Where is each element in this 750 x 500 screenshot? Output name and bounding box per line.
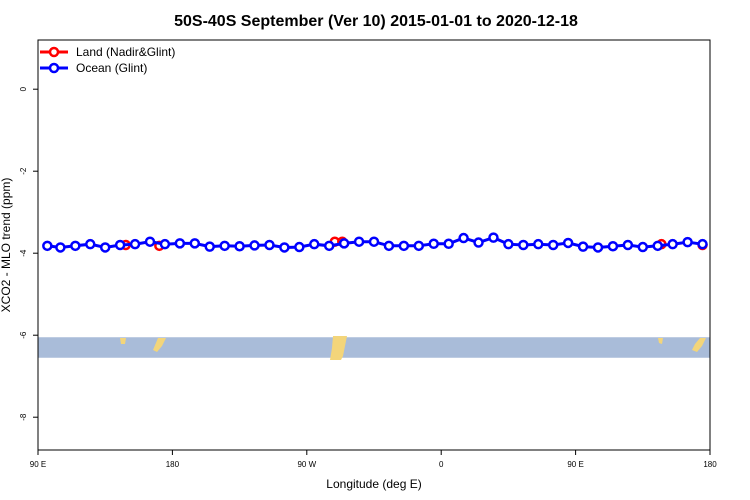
- data-point: [159, 238, 171, 250]
- data-point: [428, 238, 439, 250]
- data-point: [219, 240, 230, 252]
- data-point: [323, 240, 335, 252]
- map-band: [38, 336, 710, 360]
- data-point: [488, 232, 499, 243]
- data-point: [503, 238, 514, 250]
- data-point: [592, 242, 604, 253]
- data-point: [518, 239, 529, 251]
- data-point: [234, 240, 245, 252]
- data-point: [637, 241, 649, 253]
- data-point: [562, 237, 574, 249]
- series-ocean: [42, 232, 708, 253]
- data-point: [85, 238, 96, 250]
- legend: Land (Nadir&Glint) Ocean (Glint): [40, 45, 175, 75]
- ocean-band: [38, 337, 710, 358]
- x-tick-label: 90 W: [297, 460, 316, 469]
- data-point: [114, 239, 126, 251]
- land-shape: [330, 336, 347, 360]
- data-point: [189, 238, 201, 249]
- land-shape: [692, 338, 706, 352]
- data-point: [577, 241, 589, 252]
- x-axis-label: Longitude (deg E): [326, 477, 421, 491]
- chart-title: 50S-40S September (Ver 10) 2015-01-01 to…: [174, 13, 578, 30]
- data-point: [204, 241, 215, 252]
- data-point: [129, 238, 141, 250]
- data-point: [667, 238, 678, 250]
- data-point: [249, 240, 260, 251]
- x-tick-label: 90 E: [567, 460, 583, 469]
- data-point: [697, 238, 708, 250]
- data-point: [398, 240, 410, 252]
- x-tick-label: 90 E: [30, 460, 46, 469]
- y-tick-label: -4: [19, 249, 28, 257]
- data-point: [42, 240, 53, 252]
- data-point: [473, 237, 484, 248]
- data-point: [682, 236, 693, 248]
- data-point: [607, 240, 619, 252]
- data-point: [174, 238, 186, 249]
- x-tick-label: 180: [703, 460, 717, 469]
- x-tick-label: 180: [166, 460, 180, 469]
- legend-ocean-label: Ocean (Glint): [76, 61, 147, 75]
- data-point: [309, 238, 320, 250]
- data-point: [55, 242, 66, 253]
- data-point: [99, 242, 111, 253]
- data-point: [144, 236, 156, 247]
- data-point: [338, 238, 350, 249]
- y-tick-label: -8: [19, 413, 28, 421]
- data-point: [533, 238, 544, 250]
- data-point: [279, 242, 290, 253]
- data-point: [294, 241, 305, 253]
- data-point: [383, 240, 395, 252]
- data-point: [652, 240, 663, 252]
- data-point: [547, 239, 559, 251]
- series-layer: [42, 232, 708, 253]
- legend-ocean-marker: [48, 62, 60, 74]
- land-shape: [120, 338, 126, 344]
- data-point: [70, 240, 81, 252]
- land-shape: [658, 338, 663, 344]
- data-point: [264, 239, 275, 251]
- data-point: [353, 236, 365, 247]
- y-axis-label: XCO2 - MLO trend (ppm): [0, 178, 13, 313]
- x-axis: 90 E 180 90 W 0 90 E 180: [30, 450, 717, 469]
- y-tick-label: -6: [19, 331, 28, 339]
- x-tick-label: 0: [439, 460, 444, 469]
- y-tick-label: -2: [19, 167, 28, 175]
- data-point: [622, 239, 634, 251]
- land-shape: [153, 338, 166, 352]
- data-point: [443, 238, 454, 250]
- y-axis: 0 -2 -4 -6 -8: [19, 86, 38, 421]
- data-point: [368, 236, 380, 247]
- legend-land-marker: [48, 46, 60, 58]
- data-point: [458, 232, 469, 244]
- plot-frame: [37, 39, 711, 451]
- data-point: [413, 240, 425, 252]
- legend-land-label: Land (Nadir&Glint): [76, 45, 175, 59]
- y-tick-label: 0: [19, 86, 28, 91]
